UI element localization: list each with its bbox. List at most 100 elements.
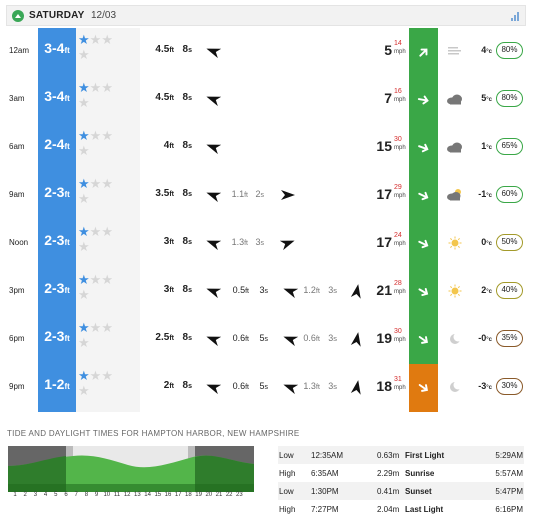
humidity-badge: 80% xyxy=(496,90,523,107)
surf-value: 2-3 xyxy=(44,184,65,200)
row-time: 3pm xyxy=(9,286,25,295)
surf-height: 2-4ft xyxy=(38,136,76,152)
gust-value: 24 xyxy=(394,232,402,239)
wind-direction-cell xyxy=(409,124,438,172)
star-icon: ★ xyxy=(101,128,113,143)
hour-tick-label: 13 xyxy=(134,492,141,498)
forecast-row[interactable]: Noon 2-3ft ★★★ ★ 3ft 8s 1.3ft 3s 17 24 mph 0°c 50% xyxy=(6,220,526,268)
period-unit: s xyxy=(264,288,269,295)
surf-unit: ft xyxy=(64,334,70,343)
secondary-swell-period: 3s xyxy=(252,237,264,247)
period-unit: s xyxy=(188,287,192,294)
forecast-row[interactable]: 9am 2-3ft ★★★ ★ 3.5ft 8s 1.1ft 2s 17 29 mph -1°c 60% xyxy=(6,172,526,220)
forecast-row[interactable]: 9pm 1-2ft ★★★ ★ 2ft 8s 0.6ft 5s 1.3ft 3s 18 31 mph -3… xyxy=(6,364,526,412)
temperature-value: 0 xyxy=(481,237,487,247)
temperature: -0°c xyxy=(468,333,492,343)
surf-height: 3-4ft xyxy=(38,40,76,56)
wind-speed: 18 xyxy=(376,378,392,394)
secondary-swell-arrow-icon xyxy=(280,240,295,251)
star-icon: ★ xyxy=(78,143,90,158)
secondary-swell-arrow-icon xyxy=(283,288,298,299)
secondary-swell-unit: ft xyxy=(245,288,249,295)
weather-cell xyxy=(446,380,464,394)
surf-unit: ft xyxy=(64,142,70,151)
tertiary-swell-value: 0.6 xyxy=(303,333,316,343)
cloud-icon xyxy=(447,94,462,105)
tertiary-swell-unit: ft xyxy=(315,286,320,295)
wind-gust: 28 mph xyxy=(394,280,410,296)
primary-swell-period: 8s xyxy=(176,92,192,103)
surf-value: 1-2 xyxy=(44,376,65,392)
period-unit: s xyxy=(188,143,192,150)
hour-tick-label: 10 xyxy=(103,492,111,498)
primary-swell-unit: ft xyxy=(169,239,174,246)
forecast-row[interactable]: 3pm 2-3ft ★★★ ★ 3ft 8s 0.5ft 3s 1.2ft 3s 21 28 mph 2°… xyxy=(6,268,526,316)
collapse-icon[interactable] xyxy=(12,10,24,22)
humidity-badge: 35% xyxy=(496,330,523,347)
wind-gust: 31 mph xyxy=(394,376,410,392)
daylight-label: Sunrise xyxy=(405,469,435,478)
primary-swell-height: 2ft xyxy=(144,380,174,391)
forecast-row[interactable]: 6pm 2-3ft ★★★ ★ 2.5ft 8s 0.6ft 5s 0.6ft 3s 19 30 mph… xyxy=(6,316,526,364)
star-icon: ★ xyxy=(89,176,102,191)
weather-cell xyxy=(446,284,464,298)
wind-direction-arrow-icon xyxy=(419,48,428,57)
temperature-unit: °c xyxy=(486,49,492,55)
forecast-day-header[interactable]: SATURDAY 12/03 xyxy=(6,5,526,26)
star-icon: ★ xyxy=(101,176,113,191)
secondary-swell-height: 1.1ft xyxy=(226,189,248,199)
hour-tick-label: 15 xyxy=(154,492,162,498)
forecast-row[interactable]: 12am 3-4ft ★★★ ★ 4.5ft 8s 5 14 mph 4°c 80% xyxy=(6,28,526,76)
tide-height: 0.41m xyxy=(377,487,400,496)
temperature-unit: °c xyxy=(486,145,492,151)
gust-value: 31 xyxy=(394,376,402,383)
primary-swell-value: 4 xyxy=(163,140,170,151)
primary-swell-unit: ft xyxy=(169,287,174,294)
period-unit: s xyxy=(188,95,192,102)
row-time: 3am xyxy=(9,94,25,103)
tide-row: High 6:35AM 2.29m Sunrise 5:57AM xyxy=(278,464,524,482)
forecast-row[interactable]: 3am 3-4ft ★★★ ★ 4.5ft 8s 7 16 mph 5°c 80% xyxy=(6,76,526,124)
secondary-swell-period: 5s xyxy=(256,333,268,343)
star-rating: ★★★ ★ xyxy=(78,32,134,62)
primary-swell-period: 8s xyxy=(176,140,192,151)
wind-unit: mph xyxy=(394,241,406,247)
star-icon: ★ xyxy=(78,80,90,95)
swell-direction-arrow-icon xyxy=(206,144,221,155)
temperature-unit: °c xyxy=(486,385,492,391)
gust-value: 28 xyxy=(394,280,402,287)
surf-unit: ft xyxy=(64,238,70,247)
moon-icon xyxy=(450,332,463,344)
secondary-period-value: 3 xyxy=(255,237,261,247)
daylight-time: 5:29AM xyxy=(495,451,523,460)
weather-cell xyxy=(446,44,464,58)
star-icon: ★ xyxy=(78,47,90,62)
star-icon: ★ xyxy=(78,95,90,110)
wind-direction-cell xyxy=(409,220,438,268)
star-rating: ★★★ ★ xyxy=(78,176,134,206)
humidity-badge: 80% xyxy=(496,42,523,59)
tertiary-period-value: 3 xyxy=(328,333,334,343)
swell-direction-arrow-icon xyxy=(206,192,221,203)
surf-unit: ft xyxy=(64,382,70,391)
primary-swell-unit: ft xyxy=(169,383,174,390)
forecast-table: 12am 3-4ft ★★★ ★ 4.5ft 8s 5 14 mph 4°c 80% 3am 3-4ft… xyxy=(6,28,526,412)
wind-direction-cell xyxy=(409,268,438,316)
primary-period-value: 8 xyxy=(182,236,189,247)
wind-direction-cell xyxy=(409,172,438,220)
signal-bars-icon[interactable] xyxy=(511,11,521,21)
swell-direction-arrow-icon xyxy=(206,48,221,59)
surf-height: 2-3ft xyxy=(38,280,76,296)
temperature-value: -1 xyxy=(478,189,487,199)
wind-speed: 17 xyxy=(376,234,392,250)
star-rating: ★★★ ★ xyxy=(78,80,134,110)
primary-period-value: 8 xyxy=(182,284,189,295)
forecast-row[interactable]: 6am 2-4ft ★★★ ★ 4ft 8s 15 30 mph 1°c 65% xyxy=(6,124,526,172)
temperature-value: 4 xyxy=(481,45,487,55)
tide-height: 0.63m xyxy=(377,451,400,460)
primary-swell-height: 2.5ft xyxy=(144,332,174,343)
secondary-swell-unit: ft xyxy=(244,192,248,199)
primary-period-value: 8 xyxy=(182,332,189,343)
temperature: -1°c xyxy=(468,189,492,199)
star-icon: ★ xyxy=(78,287,90,302)
